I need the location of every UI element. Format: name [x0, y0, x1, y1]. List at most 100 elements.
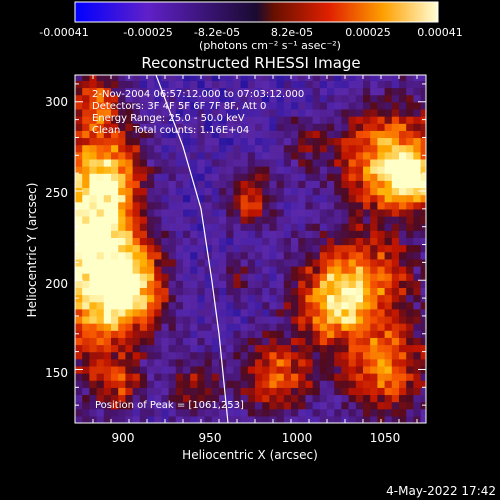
- heatmap-cell: [327, 365, 335, 374]
- heatmap-cell: [161, 201, 170, 210]
- colorbar-tick-label: 0.00025: [345, 26, 391, 39]
- heatmap-cell: [298, 415, 306, 423]
- heatmap-cell: [219, 230, 227, 238]
- heatmap-cell: [391, 151, 400, 160]
- heatmap-cell: [226, 194, 234, 203]
- heatmap-cell: [305, 173, 314, 181]
- heatmap-cell: [377, 244, 386, 253]
- heatmap-cell: [363, 187, 371, 196]
- heatmap-cell: [139, 173, 148, 181]
- heatmap-cell: [327, 287, 335, 296]
- heatmap-cell: [226, 351, 234, 360]
- heatmap-cell: [341, 373, 350, 381]
- heatmap-cell: [82, 394, 90, 403]
- heatmap-cell: [204, 351, 213, 360]
- heatmap-cell: [82, 87, 90, 96]
- heatmap-cell: [363, 158, 371, 167]
- heatmap-cell: [103, 173, 112, 181]
- heatmap-cell: [125, 273, 134, 281]
- heatmap-cell: [298, 223, 306, 231]
- heatmap-cell: [89, 251, 98, 260]
- heatmap-cell: [161, 208, 170, 217]
- plot-frame: [74, 74, 427, 424]
- heatmap-cell: [161, 294, 170, 303]
- heatmap-cell: [269, 87, 278, 96]
- heatmap-cell: [406, 387, 414, 396]
- heatmap-cell: [391, 75, 400, 81]
- heatmap-cell: [255, 301, 263, 310]
- heatmap-cell: [255, 373, 263, 381]
- heatmap-cell: [276, 151, 285, 160]
- heatmap-cell: [269, 151, 278, 160]
- heatmap-cell: [118, 130, 126, 139]
- heatmap-cell: [348, 265, 357, 274]
- heatmap-cell: [82, 308, 90, 317]
- heatmap-cell: [103, 365, 112, 374]
- heatmap-cell: [125, 237, 134, 246]
- heatmap-cell: [399, 208, 407, 217]
- heatmap-cell: [190, 373, 198, 381]
- heatmap-cell: [355, 315, 364, 324]
- heatmap-cell: [240, 358, 249, 367]
- heatmap-cell: [161, 166, 170, 174]
- heatmap-cell: [363, 258, 371, 267]
- heatmap-cell: [298, 387, 306, 396]
- heatmap-cell: [291, 387, 299, 396]
- heatmap-cell: [276, 187, 285, 196]
- heatmap-cell: [211, 273, 220, 281]
- heatmap-cell: [391, 208, 400, 217]
- heatmap-cell: [82, 337, 90, 346]
- heatmap-cell: [363, 365, 371, 374]
- heatmap-cell: [269, 208, 278, 217]
- heatmap-cell: [413, 265, 422, 274]
- heatmap-cell: [399, 301, 407, 310]
- heatmap-cell: [363, 294, 371, 303]
- heatmap-cell: [197, 94, 206, 103]
- heatmap-cell: [175, 401, 184, 410]
- heatmap-cell: [183, 130, 191, 139]
- heatmap-cell: [154, 101, 162, 110]
- heatmap-cell: [305, 208, 314, 217]
- heatmap-cell: [75, 358, 83, 367]
- heatmap-cell: [204, 258, 213, 267]
- heatmap-cell: [111, 87, 119, 96]
- heatmap-cell: [391, 365, 400, 374]
- heatmap-cell: [161, 180, 170, 189]
- heatmap-cell: [211, 380, 220, 388]
- heatmap-cell: [82, 130, 90, 139]
- heatmap-cell: [391, 180, 400, 189]
- heatmap-cell: [103, 230, 112, 238]
- heatmap-cell: [125, 258, 134, 267]
- heatmap-cell: [183, 215, 191, 224]
- heatmap-cell: [175, 415, 184, 423]
- heatmap-cell: [384, 315, 393, 324]
- heatmap-cell: [89, 280, 98, 288]
- heatmap-cell: [276, 323, 285, 331]
- heatmap-cell: [132, 144, 141, 153]
- heatmap-cell: [384, 308, 393, 317]
- heatmap-cell: [255, 137, 263, 146]
- heatmap-cell: [312, 151, 321, 160]
- heatmap-cell: [341, 273, 350, 281]
- heatmap-cell: [348, 151, 357, 160]
- heatmap-cell: [247, 273, 256, 281]
- heatmap-cell: [211, 287, 220, 296]
- heatmap-cell: [319, 351, 328, 360]
- heatmap-cell: [247, 308, 256, 317]
- heatmap-cell: [291, 323, 299, 331]
- heatmap-cell: [96, 344, 105, 353]
- heatmap-cell: [377, 401, 386, 410]
- heatmap-cell: [269, 244, 278, 253]
- heatmap-cell: [377, 323, 386, 331]
- heatmap-cell: [168, 130, 177, 139]
- heatmap-cell: [298, 208, 306, 217]
- heatmap-cell: [190, 201, 198, 210]
- heatmap-cell: [139, 330, 148, 338]
- heatmap-cell: [240, 223, 249, 231]
- heatmap-cell: [298, 194, 306, 203]
- heatmap-cell: [269, 280, 278, 288]
- heatmap-cell: [370, 365, 378, 374]
- heatmap-cell: [377, 265, 386, 274]
- heatmap-cell: [262, 358, 270, 367]
- heatmap-cell: [305, 373, 314, 381]
